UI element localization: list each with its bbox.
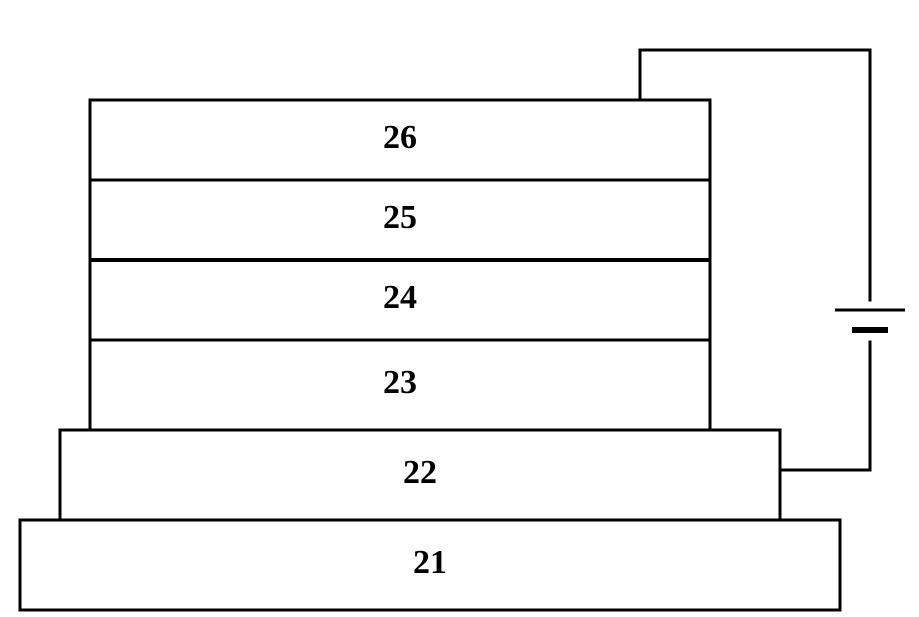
layer-23-label: 23	[383, 364, 417, 401]
layer-26-label: 26	[383, 119, 417, 156]
layer-26: 26	[90, 100, 710, 180]
layer-24-label: 24	[383, 279, 417, 316]
layer-21: 21	[20, 520, 840, 610]
layer-23: 23	[90, 340, 710, 430]
layer-21-label: 21	[413, 544, 447, 581]
layer-25-label: 25	[383, 199, 417, 236]
layer-24: 24	[90, 260, 710, 340]
layer-22: 22	[60, 430, 780, 520]
layer-22-label: 22	[403, 454, 437, 491]
layer-25: 25	[90, 180, 710, 260]
